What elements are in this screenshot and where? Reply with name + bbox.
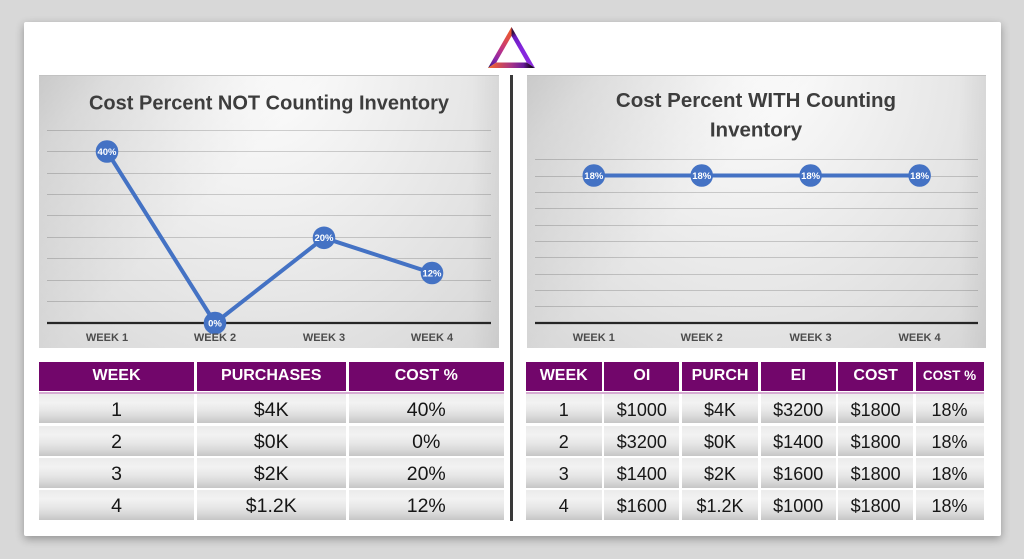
- svg-text:0%: 0%: [208, 318, 222, 329]
- svg-text:Inventory: Inventory: [710, 118, 803, 141]
- svg-text:18%: 18%: [692, 171, 712, 182]
- svg-text:WEEK 3: WEEK 3: [790, 332, 832, 344]
- svg-text:WEEK 2: WEEK 2: [681, 332, 723, 344]
- svg-text:Cost Percent NOT Counting Inve: Cost Percent NOT Counting Inventory: [89, 92, 450, 114]
- svg-text:12%: 12%: [422, 268, 442, 279]
- svg-text:WEEK 1: WEEK 1: [86, 332, 128, 344]
- svg-text:Cost Percent WITH Counting: Cost Percent WITH Counting: [616, 89, 896, 112]
- svg-text:18%: 18%: [584, 171, 604, 182]
- svg-text:WEEK 1: WEEK 1: [573, 332, 615, 344]
- svg-text:40%: 40%: [97, 147, 117, 158]
- svg-text:18%: 18%: [801, 171, 821, 182]
- svg-text:WEEK 3: WEEK 3: [303, 332, 345, 344]
- svg-text:WEEK 2: WEEK 2: [194, 332, 236, 344]
- svg-text:18%: 18%: [910, 171, 930, 182]
- svg-text:WEEK 4: WEEK 4: [899, 332, 942, 344]
- svg-text:20%: 20%: [314, 233, 334, 244]
- svg-text:WEEK 4: WEEK 4: [411, 332, 454, 344]
